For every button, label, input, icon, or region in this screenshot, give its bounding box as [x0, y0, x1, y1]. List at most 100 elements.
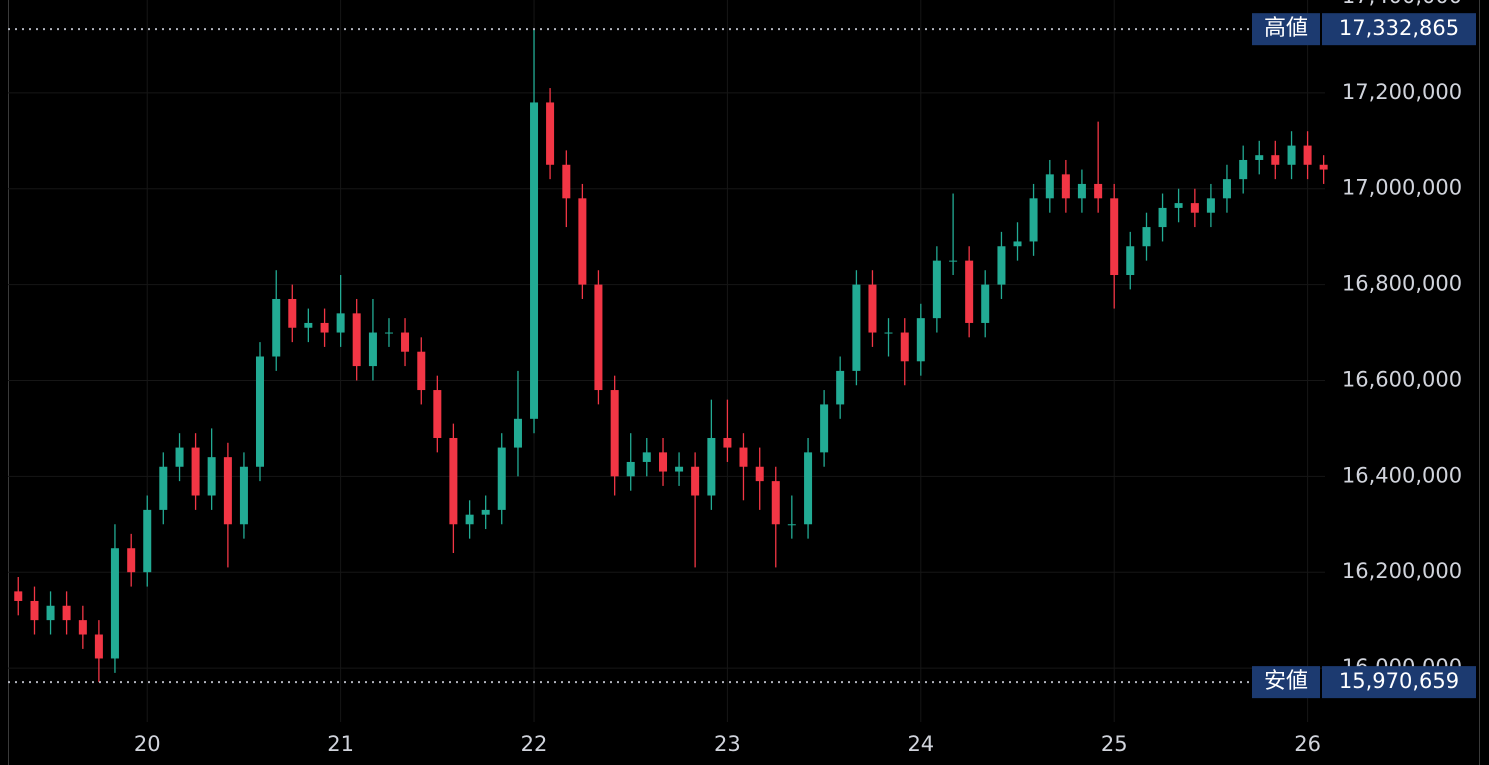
candle-body: [110, 548, 119, 659]
candle-body: [191, 447, 200, 496]
y-tick-label: 17,400,000: [1342, 0, 1462, 8]
candle-body: [771, 481, 780, 525]
y-tick-label: 16,800,000: [1342, 272, 1462, 296]
candle-body: [255, 356, 264, 467]
candle-body: [143, 509, 152, 573]
annotation-value-box: [1322, 666, 1476, 699]
candle-body: [336, 313, 345, 333]
candle-body: [1255, 155, 1264, 160]
candle-body: [288, 298, 297, 328]
x-tick-label: 20: [134, 732, 161, 756]
candle-body: [755, 466, 764, 482]
candle-body: [175, 447, 184, 467]
candle-body: [1239, 159, 1248, 180]
candle-body: [723, 437, 732, 448]
candle-body: [610, 390, 619, 477]
x-tick-label: 23: [714, 732, 741, 756]
candle-body: [239, 466, 248, 525]
y-tick-label: 17,000,000: [1342, 176, 1462, 200]
x-tick-label: 22: [521, 732, 548, 756]
candle-body: [304, 322, 313, 328]
candle-body: [1045, 174, 1054, 199]
candle-body: [417, 351, 426, 391]
candle-body: [900, 332, 909, 362]
candle-body: [1271, 155, 1280, 165]
candle-body: [449, 437, 458, 525]
candle-body: [707, 437, 716, 496]
candle-body: [1094, 183, 1103, 199]
candle-body: [916, 318, 925, 362]
annotation-label-box: [1252, 666, 1320, 699]
candle-body: [836, 370, 845, 405]
annotation-label-box: [1252, 13, 1320, 46]
annotation-value: 15,970,659: [1339, 669, 1459, 693]
candle-body: [223, 457, 232, 525]
candle-body: [594, 284, 603, 391]
candle-body: [401, 332, 410, 352]
candle-body: [562, 164, 571, 199]
annotation-label: 安値: [1264, 669, 1308, 694]
candle-body: [465, 514, 474, 525]
candle-body: [159, 466, 168, 510]
candle-body: [1126, 246, 1135, 276]
candle-body: [884, 332, 893, 334]
candle-body: [981, 284, 990, 323]
x-tick-label: 21: [327, 732, 354, 756]
annotation-label: 高値: [1264, 16, 1308, 41]
candle-body: [368, 332, 377, 367]
candle-body: [578, 198, 587, 285]
x-tick-label: 26: [1294, 732, 1321, 756]
candle-body: [78, 620, 87, 635]
candle-body: [433, 390, 442, 438]
candle-body: [46, 605, 55, 621]
candle-body: [1142, 227, 1151, 247]
candle-body: [820, 404, 829, 453]
candle-body: [127, 548, 136, 573]
candle-body: [272, 298, 281, 357]
candle-body: [14, 591, 23, 601]
candle-body: [352, 313, 361, 367]
x-tick-label: 25: [1101, 732, 1128, 756]
candle-body: [949, 260, 958, 262]
annotation-value-box: [1322, 13, 1476, 46]
candle-body: [320, 322, 329, 333]
candle-body: [94, 634, 103, 659]
candle-body: [1174, 203, 1183, 208]
candle-body: [30, 600, 39, 621]
candle-body: [804, 452, 813, 525]
y-tick-label: 17,200,000: [1342, 80, 1462, 104]
candle-body: [626, 461, 635, 477]
candle-body: [787, 524, 796, 526]
y-tick-label: 16,400,000: [1342, 463, 1462, 487]
candle-body: [1158, 207, 1167, 228]
candle-body: [1287, 145, 1296, 165]
candle-body: [691, 466, 700, 496]
candle-body: [546, 102, 555, 165]
candle-body: [965, 260, 974, 323]
candle-body: [932, 260, 941, 319]
x-tick-label: 24: [907, 732, 934, 756]
candle-body: [384, 332, 393, 334]
candle-body: [1029, 198, 1038, 242]
candle-body: [1077, 183, 1086, 199]
candle-body: [497, 447, 506, 510]
candle-body: [642, 452, 651, 462]
candle-body: [1319, 164, 1328, 170]
candle-body: [868, 284, 877, 333]
candle-body: [207, 457, 216, 496]
candle-body: [1303, 145, 1312, 165]
candle-body: [513, 418, 522, 448]
candle-body: [1206, 198, 1215, 213]
candle-body: [1222, 179, 1231, 199]
candle-body: [62, 605, 71, 621]
candle-body: [481, 509, 490, 515]
candle-body: [739, 447, 748, 467]
y-tick-label: 16,200,000: [1342, 559, 1462, 583]
annotation-value: 17,332,865: [1339, 16, 1459, 40]
candle-body: [675, 466, 684, 472]
candle-body: [1061, 174, 1070, 199]
candle-body: [1190, 203, 1199, 213]
